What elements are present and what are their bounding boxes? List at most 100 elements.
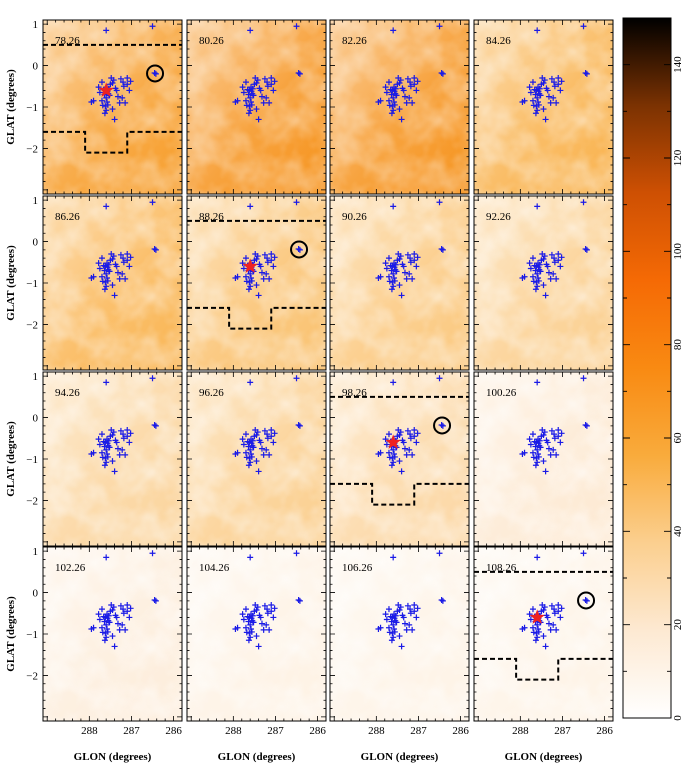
source-marker xyxy=(111,292,118,299)
source-marker xyxy=(385,97,392,104)
source-marker xyxy=(407,79,414,86)
panel-velocity-label: 92.26 xyxy=(486,211,511,223)
source-marker xyxy=(387,262,394,269)
panel-ticks xyxy=(43,196,182,370)
source-marker xyxy=(124,433,131,440)
source-marker xyxy=(103,459,110,466)
source-marker xyxy=(388,286,395,293)
source-marker xyxy=(253,79,260,86)
source-marker xyxy=(234,449,241,456)
source-marker xyxy=(542,116,549,123)
x-tick-label: 288 xyxy=(368,725,385,737)
source-marker xyxy=(101,110,108,117)
source-marker xyxy=(386,629,393,636)
panel-ticks xyxy=(330,372,469,546)
x-axis-title: GLON (degrees) xyxy=(218,751,296,763)
source-marker xyxy=(409,626,416,633)
source-marker xyxy=(261,251,268,258)
panel-ticks xyxy=(474,20,613,194)
source-marker xyxy=(270,614,277,621)
source-marker xyxy=(391,628,398,635)
source-marker xyxy=(534,621,541,628)
source-marker xyxy=(558,254,565,261)
source-marker xyxy=(257,439,264,446)
panel-12: 100.26 xyxy=(473,371,614,547)
source-marker xyxy=(122,275,129,282)
source-marker xyxy=(393,92,400,99)
axes-labels: 288 287 286 GLON (degrees) 288 287 286 GLON (de… xyxy=(5,19,613,763)
source-marker xyxy=(583,422,590,429)
source-marker xyxy=(382,84,389,91)
source-marker xyxy=(95,436,102,443)
source-marker xyxy=(149,23,156,30)
source-marker xyxy=(406,446,413,453)
source-marker xyxy=(109,458,116,465)
source-marker xyxy=(151,246,158,253)
source-marker xyxy=(398,468,405,475)
panel-ticks xyxy=(474,547,613,721)
source-marker xyxy=(248,451,255,458)
source-marker xyxy=(98,97,105,104)
y-tick-label: −2 xyxy=(26,319,38,331)
source-marker xyxy=(250,92,257,99)
source-marker xyxy=(151,597,158,604)
source-marker xyxy=(535,101,542,108)
source-marker xyxy=(396,79,403,86)
source-marker xyxy=(535,88,542,95)
source-marker xyxy=(244,613,251,620)
source-marker xyxy=(580,375,587,382)
source-marker xyxy=(555,427,562,433)
source-marker xyxy=(548,602,555,609)
source-marker xyxy=(529,97,536,104)
source-marker xyxy=(260,451,267,458)
source-marker xyxy=(239,84,246,91)
x-tick-label: 286 xyxy=(452,725,469,737)
source-marker xyxy=(100,438,107,445)
source-marker xyxy=(119,446,126,453)
source-marker xyxy=(96,265,103,272)
source-marker xyxy=(90,449,97,456)
source-marker xyxy=(252,75,259,81)
source-marker xyxy=(268,75,275,81)
source-marker xyxy=(526,84,533,91)
source-marker xyxy=(116,99,123,106)
source-marker xyxy=(113,614,120,621)
panel-ticks xyxy=(187,547,326,721)
source-marker xyxy=(152,70,159,77)
source-marker xyxy=(263,270,270,277)
y-tick-label: 0 xyxy=(33,61,39,73)
source-marker xyxy=(390,270,397,277)
source-marker xyxy=(390,446,397,453)
panel-velocity-label: 100.26 xyxy=(486,387,517,399)
source-marker xyxy=(108,251,115,257)
source-marker xyxy=(253,282,260,289)
panel-velocity-label: 104.26 xyxy=(199,562,230,574)
source-marker xyxy=(100,262,107,269)
y-tick-label: −2 xyxy=(26,670,38,682)
source-marker xyxy=(438,597,445,604)
source-marker xyxy=(531,438,538,445)
source-marker xyxy=(539,427,546,433)
source-marker xyxy=(268,608,275,615)
source-marker xyxy=(547,99,554,106)
source-marker xyxy=(103,27,110,34)
source-marker xyxy=(551,255,558,262)
source-marker xyxy=(243,454,250,461)
source-marker xyxy=(124,251,131,257)
x-tick-label: 288 xyxy=(225,725,242,737)
source-marker xyxy=(532,91,539,98)
source-marker xyxy=(535,453,542,460)
source-marker xyxy=(295,70,302,77)
source-marker xyxy=(530,629,537,636)
source-marker xyxy=(247,203,254,210)
source-marker xyxy=(580,23,587,30)
source-marker xyxy=(127,78,134,85)
colorbar-tick-label: 20 xyxy=(672,619,684,631)
x-axis-title: GLON (degrees) xyxy=(505,751,583,763)
source-marker xyxy=(116,275,123,282)
source-marker xyxy=(557,614,564,621)
source-marker xyxy=(149,550,156,557)
source-marker xyxy=(268,251,275,257)
source-marker xyxy=(521,624,528,631)
